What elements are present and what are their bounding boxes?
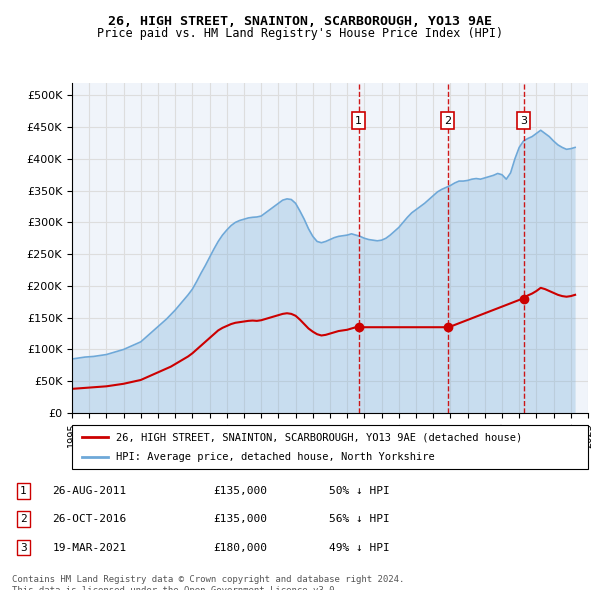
Text: £135,000: £135,000 bbox=[214, 486, 268, 496]
Text: 3: 3 bbox=[520, 116, 527, 126]
Text: 2: 2 bbox=[20, 514, 27, 524]
Text: £135,000: £135,000 bbox=[214, 514, 268, 524]
Text: 1: 1 bbox=[20, 486, 27, 496]
Text: 3: 3 bbox=[20, 543, 27, 552]
Text: 19-MAR-2021: 19-MAR-2021 bbox=[52, 543, 127, 552]
Text: 49% ↓ HPI: 49% ↓ HPI bbox=[329, 543, 389, 552]
Text: 26-AUG-2011: 26-AUG-2011 bbox=[52, 486, 127, 496]
FancyBboxPatch shape bbox=[72, 425, 588, 469]
Text: 56% ↓ HPI: 56% ↓ HPI bbox=[329, 514, 389, 524]
Text: 1: 1 bbox=[355, 116, 362, 126]
Text: £180,000: £180,000 bbox=[214, 543, 268, 552]
Text: Price paid vs. HM Land Registry's House Price Index (HPI): Price paid vs. HM Land Registry's House … bbox=[97, 27, 503, 40]
Text: 2: 2 bbox=[444, 116, 451, 126]
Text: HPI: Average price, detached house, North Yorkshire: HPI: Average price, detached house, Nort… bbox=[116, 452, 434, 461]
Text: Contains HM Land Registry data © Crown copyright and database right 2024.
This d: Contains HM Land Registry data © Crown c… bbox=[12, 575, 404, 590]
Text: 26, HIGH STREET, SNAINTON, SCARBOROUGH, YO13 9AE: 26, HIGH STREET, SNAINTON, SCARBOROUGH, … bbox=[108, 15, 492, 28]
Text: 50% ↓ HPI: 50% ↓ HPI bbox=[329, 486, 389, 496]
Text: 26, HIGH STREET, SNAINTON, SCARBOROUGH, YO13 9AE (detached house): 26, HIGH STREET, SNAINTON, SCARBOROUGH, … bbox=[116, 432, 522, 442]
Text: 26-OCT-2016: 26-OCT-2016 bbox=[52, 514, 127, 524]
